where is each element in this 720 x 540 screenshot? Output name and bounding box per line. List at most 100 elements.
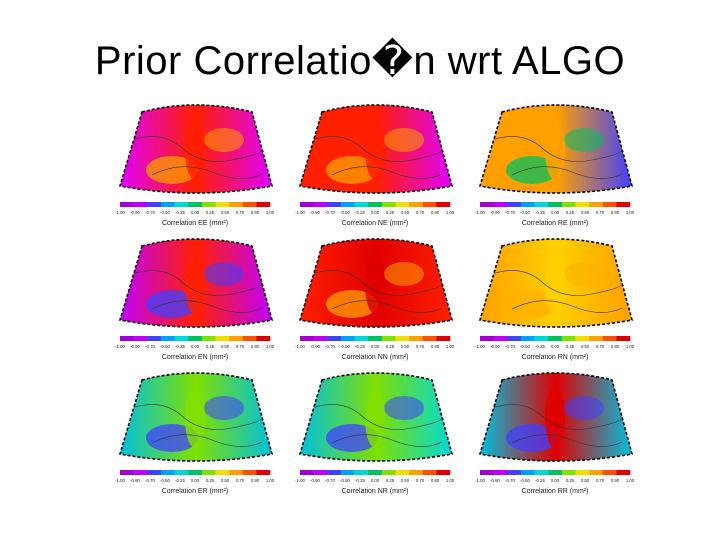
coastline: [511, 434, 623, 447]
map-frame: [118, 238, 273, 328]
colorbar-tick-label: 0.00: [191, 344, 200, 349]
colorbar-tick-label: 0.50: [401, 478, 410, 483]
colorbar-segment: [395, 202, 410, 207]
map-frame: [298, 372, 453, 462]
colorbar-segment: [174, 202, 189, 207]
colorbar-segment: [313, 336, 328, 341]
colorbar-segment: [133, 336, 148, 341]
colorbar-tick-label: 0.00: [371, 478, 380, 483]
colorbar-segment: [436, 202, 451, 207]
colorbar-segment: [160, 202, 175, 207]
colorbar-segment: [480, 336, 494, 341]
colorbar-tick-label: -0.90: [130, 478, 140, 483]
colorbar-tick-label: -1.00: [295, 344, 305, 349]
colorbar-tick-label: 0.90: [431, 344, 440, 349]
map-region: [185, 388, 205, 448]
colorbar-tick-label: -0.50: [520, 210, 530, 215]
colorbar-segment: [327, 470, 342, 475]
colorbar-segment: [480, 202, 494, 207]
colorbar-segment: [201, 470, 216, 475]
map-svg: -1.00 -0.90 -0.70 -0.50 -0.25 0.00 0.25 0.50 0.7…: [115, 104, 275, 215]
colorbar-tick-label: 0.90: [431, 210, 440, 215]
colorbar-segment: [313, 202, 328, 207]
colorbar-segment: [354, 470, 369, 475]
correlation-panel: -1.00 -0.90 -0.70 -0.50 -0.25 0.00 0.25 0.50 0.7…: [292, 234, 458, 366]
colorbar-segment: [534, 336, 549, 341]
map-region: [384, 262, 424, 286]
colorbar-tick-label: -0.25: [175, 478, 185, 483]
colorbar-segment: [174, 470, 189, 475]
colorbar-tick-label: -0.50: [520, 344, 530, 349]
colorbar-tick-label: -1.00: [115, 210, 125, 215]
colorbar-segment: [368, 202, 383, 207]
colorbar-segment: [133, 470, 148, 475]
colorbar-tick-label: 0.00: [371, 344, 380, 349]
colorbar-segment: [340, 470, 355, 475]
map-region: [326, 424, 378, 452]
colorbar-tick-label: 0.70: [416, 344, 425, 349]
colorbar-tick-label: 0.00: [551, 344, 560, 349]
colorbar-segment: [520, 202, 535, 207]
colorbar-tick-label: -0.50: [160, 344, 170, 349]
colorbar-segment: [589, 202, 604, 207]
colorbar-tick-label: -0.70: [325, 210, 335, 215]
colorbar-tick-label: 0.25: [566, 210, 575, 215]
colorbar-segment: [493, 336, 508, 341]
colorbar-tick-label: 0.00: [551, 478, 560, 483]
colorbar-tick-label: -0.50: [340, 210, 350, 215]
colorbar-tick-label: 0.70: [596, 478, 605, 483]
panel-axis-label: Correlation EE (mm²): [161, 220, 229, 227]
colorbar-segment: [548, 202, 563, 207]
colorbar-tick-label: 1.00: [446, 478, 455, 483]
colorbar-tick-label: -0.50: [340, 478, 350, 483]
colorbar-segment: [147, 470, 162, 475]
correlation-panel: -1.00 -0.90 -0.70 -0.50 -0.25 0.00 0.25 0.50 0.7…: [472, 368, 638, 500]
colorbar-segment: [381, 470, 396, 475]
colorbar-tick-label: 1.00: [266, 210, 275, 215]
colorbar-segment: [256, 336, 271, 341]
colorbar-segment: [133, 202, 148, 207]
colorbar-tick-label: -0.90: [310, 478, 320, 483]
correlation-panel: -1.00 -0.90 -0.70 -0.50 -0.25 0.00 0.25 0.50 0.7…: [112, 234, 278, 366]
colorbar-tick-label: -0.70: [145, 478, 155, 483]
coastline: [131, 136, 263, 162]
colorbar-tick-label: -0.90: [130, 210, 140, 215]
colorbar-segment: [354, 336, 369, 341]
colorbar-tick-label: 0.25: [566, 478, 575, 483]
colorbar-tick-label: 0.90: [611, 478, 620, 483]
colorbar-tick-label: -0.70: [325, 478, 335, 483]
panel-axis-label: Correlation ER (mm²): [161, 488, 229, 495]
colorbar-tick-label: 0.50: [221, 344, 230, 349]
colorbar-tick-label: 0.00: [551, 210, 560, 215]
map-svg: -1.00 -0.90 -0.70 -0.50 -0.25 0.00 0.25 0.50 0.7…: [475, 238, 635, 349]
colorbar-tick-label: 1.00: [626, 210, 635, 215]
map-svg: -1.00 -0.90 -0.70 -0.50 -0.25 0.00 0.25 0.50 0.7…: [115, 372, 275, 483]
coastline: [151, 434, 263, 447]
colorbar-segment: [188, 470, 203, 475]
colorbar-segment: [575, 202, 590, 207]
colorbar-tick-label: 0.70: [236, 210, 245, 215]
colorbar-segment: [548, 470, 563, 475]
map-region: [545, 120, 565, 180]
map-frame: [298, 238, 453, 328]
map-region: [564, 396, 604, 420]
map-svg: -1.00 -0.90 -0.70 -0.50 -0.25 0.00 0.25 0.50 0.7…: [295, 238, 455, 349]
colorbar-tick-label: 0.50: [221, 478, 230, 483]
panel-axis-label: Correlation NR (mm²): [341, 488, 409, 495]
colorbar-segment: [354, 202, 369, 207]
colorbar-tick-label: 1.00: [266, 478, 275, 483]
colorbar-segment: [340, 336, 355, 341]
coastline: [331, 166, 443, 179]
panel-axis-label: Correlation RN (mm²): [521, 354, 589, 361]
colorbar-tick-label: -0.90: [310, 210, 320, 215]
colorbar-segment: [507, 470, 522, 475]
colorbar-segment: [242, 470, 257, 475]
colorbar-segment: [409, 470, 424, 475]
map-region: [545, 254, 565, 314]
colorbar-segment: [507, 202, 522, 207]
colorbar-segment: [395, 336, 410, 341]
map-region: [146, 424, 198, 452]
map-region: [506, 156, 558, 184]
colorbar-segment: [422, 202, 437, 207]
colorbar-tick-label: -0.25: [535, 478, 545, 483]
